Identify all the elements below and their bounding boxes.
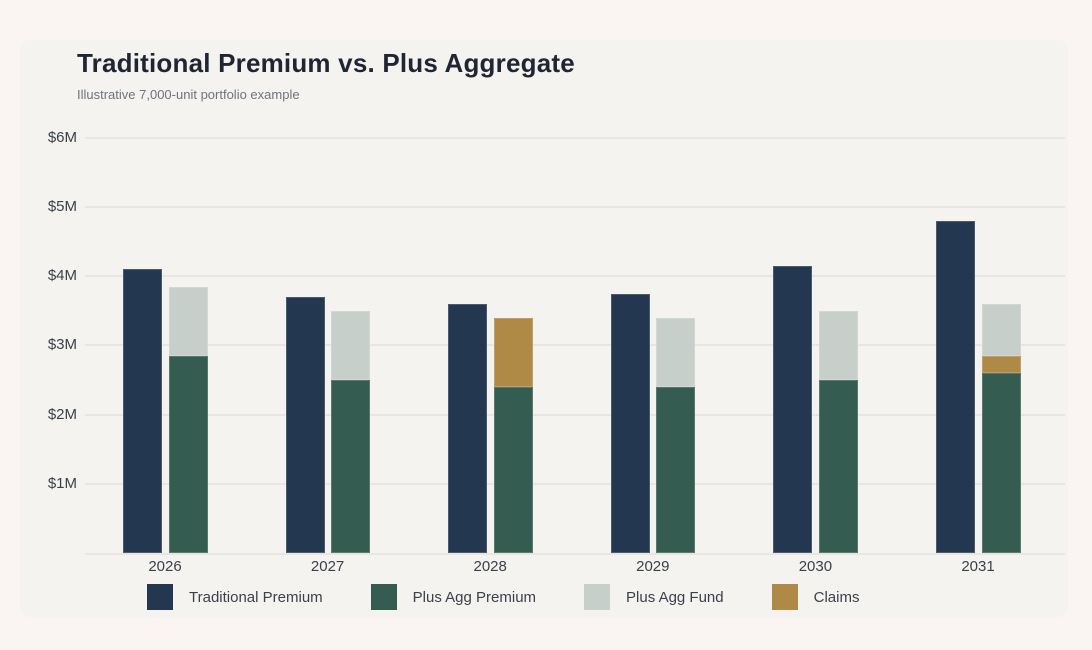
traditional-premium-bar [285, 296, 325, 553]
legend-label: Claims [813, 588, 860, 606]
traditional-premium-bar [936, 220, 975, 553]
x-tick-label: 2027 [310, 558, 345, 575]
y-tick-label: $4M [47, 267, 77, 285]
legend-label: Plus Agg Premium [412, 588, 537, 606]
claims-segment [981, 355, 1021, 374]
plus-agg-fund-segment [168, 286, 208, 356]
y-tick-label: $5M [47, 198, 77, 215]
chart-title: Traditional Premium vs. Plus Aggregate [77, 48, 575, 78]
plus-agg-fund-segment [331, 310, 371, 380]
gridline [85, 413, 1065, 416]
x-tick-label: 2029 [636, 558, 670, 575]
legend-label: Traditional Premium [189, 588, 323, 606]
legend-label: Plus Agg Fund [626, 588, 724, 606]
chart-subtitle: Illustrative 7,000-unit portfolio exampl… [77, 87, 300, 102]
x-tick-label: 2026 [148, 558, 182, 575]
plus-agg-premium-segment [168, 355, 208, 553]
plot-area: $1M $2M $3M $4M $5M $6M 2026 2027 2028 2029 2030 2… [20, 40, 1068, 617]
plus-agg-premium-segment [981, 373, 1021, 553]
legend-item: Claims [771, 584, 860, 610]
y-tick-label: $6M [47, 128, 77, 146]
plus-agg-premium-segment [331, 380, 371, 553]
legend-item: Plus Agg Premium [370, 584, 537, 610]
traditional-premium-bar [773, 265, 813, 553]
y-tick-label: $3M [47, 336, 77, 354]
gridline [85, 344, 1065, 347]
legend-swatch-icon [147, 584, 173, 610]
gridline [85, 206, 1065, 208]
plus-agg-premium-segment [656, 386, 696, 553]
y-tick-label: $1M [47, 474, 77, 492]
plus-agg-fund-segment [818, 310, 858, 380]
plus-agg-premium-segment [818, 380, 858, 553]
chart-legend: Traditional Premium Plus Agg Premium Plus … [147, 584, 859, 610]
legend-swatch-icon [771, 584, 798, 610]
chart-header: Traditional Premium vs. Plus Aggregate I… [77, 48, 575, 102]
traditional-premium-bar [123, 269, 162, 553]
y-tick-label: $2M [47, 405, 77, 423]
plus-agg-fund-segment [981, 303, 1021, 356]
traditional-premium-bar [448, 303, 488, 553]
plus-agg-fund-segment [656, 317, 696, 387]
chart-panel: Traditional Premium vs. Plus Aggregate I… [20, 40, 1068, 617]
gridline [85, 482, 1065, 485]
claims-segment [493, 317, 533, 387]
x-axis-baseline [85, 553, 1065, 555]
x-tick-label: 2031 [961, 558, 995, 575]
legend-swatch-icon [370, 584, 397, 610]
x-tick-label: 2030 [798, 558, 833, 575]
x-tick-label: 2028 [473, 558, 507, 575]
legend-item: Traditional Premium [147, 584, 323, 610]
plus-agg-premium-segment [493, 386, 533, 553]
gridline [85, 136, 1065, 139]
gridline [85, 275, 1065, 278]
legend-item: Plus Agg Fund [584, 584, 724, 610]
legend-swatch-icon [584, 584, 611, 610]
traditional-premium-bar [610, 293, 650, 553]
